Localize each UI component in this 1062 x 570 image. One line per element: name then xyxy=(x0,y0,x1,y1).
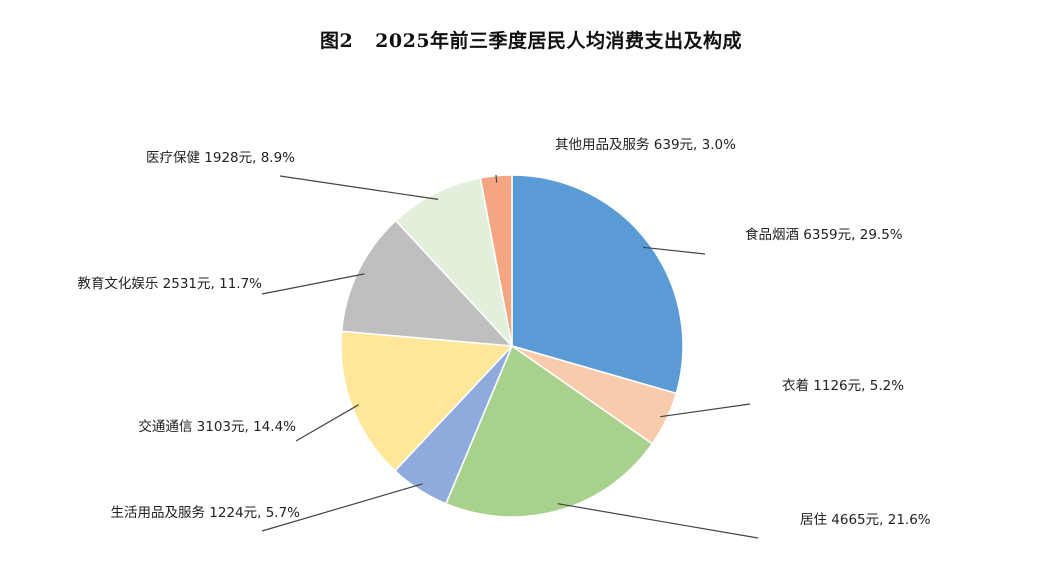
slice-label: 食品烟酒 6359元, 29.5% xyxy=(745,226,903,243)
pie-slice xyxy=(340,330,514,472)
pie-slice xyxy=(340,219,514,347)
slice-label: 衣着 1126元, 5.2% xyxy=(782,377,904,394)
figure-number: 图2 xyxy=(319,30,354,52)
leader-line xyxy=(643,246,706,255)
leader-line xyxy=(660,403,751,418)
leader-line xyxy=(557,503,759,539)
leader-line xyxy=(295,404,360,442)
chart-title-text: 2025年前三季度居民人均消费支出及构成 xyxy=(375,30,743,52)
slice-label: 教育文化娱乐 2531元, 11.7% xyxy=(77,276,262,292)
slice-label: 其他用品及服务 639元, 3.0% xyxy=(555,137,736,153)
slice-label: 居住 4665元, 21.6% xyxy=(800,512,931,528)
leader-line xyxy=(261,273,365,295)
pie-slice xyxy=(394,177,514,349)
chart-title: 图2 2025年前三季度居民人均消费支出及构成 xyxy=(0,26,1062,53)
pie-slice xyxy=(444,344,654,518)
slice-label: 交通通信 3103元, 14.4% xyxy=(138,418,296,435)
slice-label: 医疗保健 1928元, 8.9% xyxy=(146,150,295,166)
leader-line xyxy=(279,175,439,200)
leader-line xyxy=(261,483,423,532)
pie-slice xyxy=(511,174,684,395)
slice-label: 生活用品及服务 1224元, 5.7% xyxy=(110,505,300,521)
leader-line xyxy=(495,174,498,183)
